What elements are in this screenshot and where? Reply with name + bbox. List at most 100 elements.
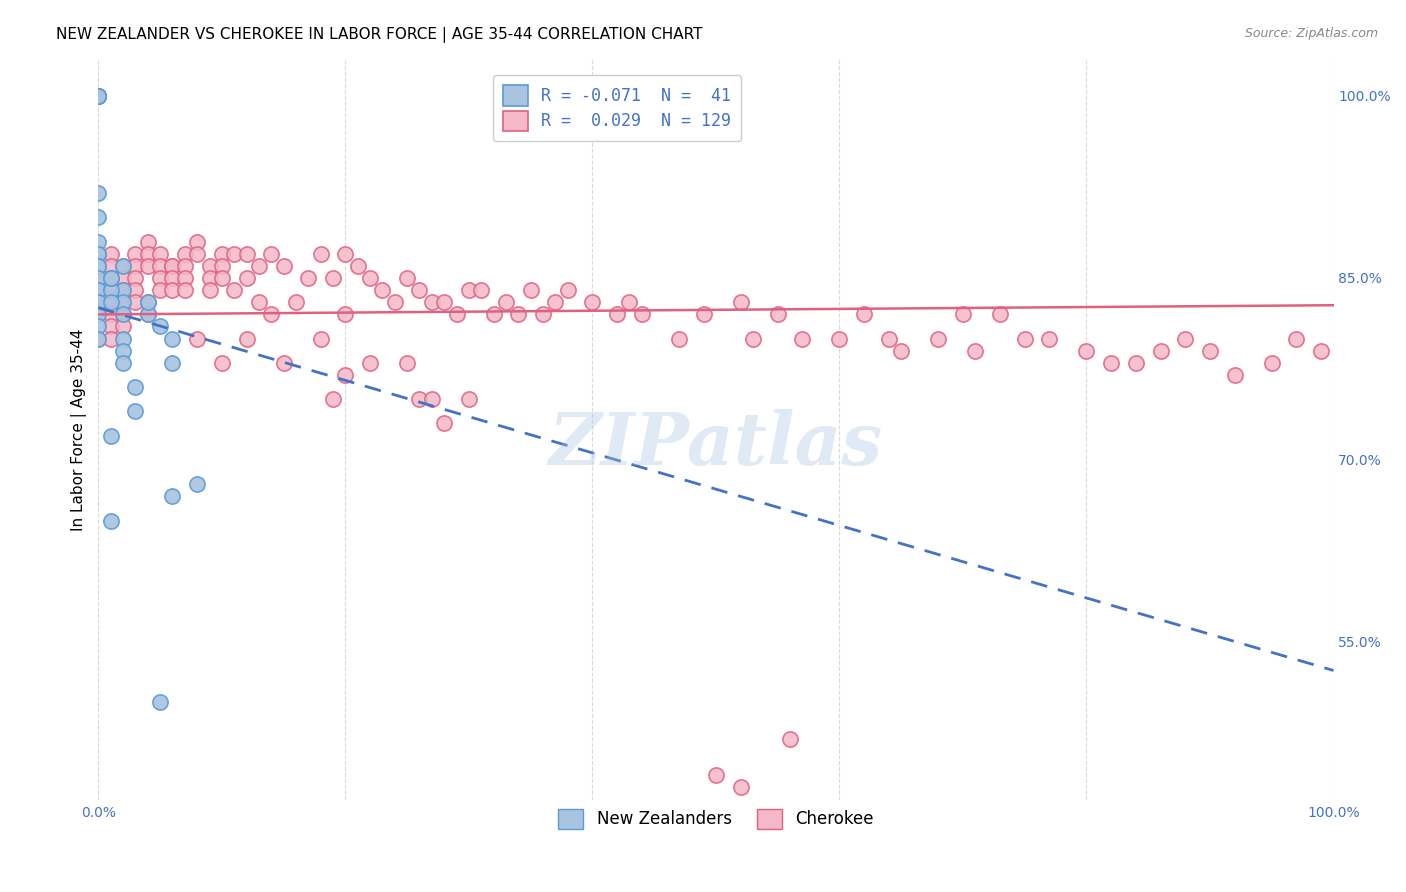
Point	[112, 283, 135, 297]
Point	[297, 271, 319, 285]
Point	[335, 368, 357, 382]
Point	[100, 332, 122, 346]
Point	[433, 417, 456, 431]
Point	[186, 246, 208, 260]
Point	[100, 514, 122, 528]
Point	[87, 259, 110, 273]
Point	[124, 380, 146, 394]
Point	[470, 283, 492, 297]
Point	[186, 332, 208, 346]
Point	[112, 271, 135, 285]
Point	[124, 259, 146, 273]
Point	[100, 246, 122, 260]
Point	[87, 89, 110, 103]
Point	[149, 696, 172, 710]
Point	[100, 295, 122, 310]
Point	[124, 404, 146, 418]
Point	[87, 283, 110, 297]
Point	[112, 343, 135, 358]
Point	[198, 271, 221, 285]
Point	[162, 356, 184, 370]
Point	[927, 332, 949, 346]
Point	[877, 332, 900, 346]
Point	[149, 283, 172, 297]
Text: ZIPatlas: ZIPatlas	[548, 409, 883, 480]
Point	[173, 259, 195, 273]
Point	[359, 356, 381, 370]
Point	[100, 271, 122, 285]
Point	[87, 307, 110, 321]
Point	[100, 283, 122, 297]
Point	[285, 295, 308, 310]
Point	[224, 283, 246, 297]
Point	[779, 731, 801, 746]
Point	[112, 356, 135, 370]
Point	[211, 246, 233, 260]
Point	[890, 343, 912, 358]
Point	[87, 295, 110, 310]
Point	[1310, 343, 1333, 358]
Point	[136, 235, 159, 249]
Point	[1076, 343, 1098, 358]
Legend: New Zealanders, Cherokee: New Zealanders, Cherokee	[551, 802, 880, 836]
Point	[247, 259, 270, 273]
Point	[1261, 356, 1284, 370]
Point	[149, 271, 172, 285]
Point	[384, 295, 406, 310]
Point	[87, 271, 110, 285]
Point	[619, 295, 641, 310]
Point	[100, 319, 122, 334]
Point	[235, 332, 257, 346]
Point	[198, 283, 221, 297]
Point	[309, 246, 332, 260]
Point	[557, 283, 579, 297]
Point	[87, 246, 110, 260]
Point	[581, 295, 603, 310]
Point	[692, 307, 714, 321]
Point	[508, 307, 530, 321]
Y-axis label: In Labor Force | Age 35-44: In Labor Force | Age 35-44	[72, 328, 87, 531]
Point	[828, 332, 851, 346]
Point	[606, 307, 628, 321]
Point	[87, 283, 110, 297]
Point	[1199, 343, 1222, 358]
Point	[136, 307, 159, 321]
Point	[198, 259, 221, 273]
Point	[112, 283, 135, 297]
Point	[87, 89, 110, 103]
Point	[149, 319, 172, 334]
Point	[952, 307, 974, 321]
Point	[87, 271, 110, 285]
Point	[211, 259, 233, 273]
Point	[149, 259, 172, 273]
Point	[136, 259, 159, 273]
Point	[346, 259, 368, 273]
Point	[186, 235, 208, 249]
Point	[853, 307, 876, 321]
Point	[112, 295, 135, 310]
Point	[446, 307, 468, 321]
Point	[766, 307, 789, 321]
Point	[335, 246, 357, 260]
Point	[1125, 356, 1147, 370]
Point	[1149, 343, 1171, 358]
Point	[162, 489, 184, 503]
Point	[173, 283, 195, 297]
Point	[544, 295, 567, 310]
Point	[87, 246, 110, 260]
Point	[87, 319, 110, 334]
Point	[87, 89, 110, 103]
Point	[1014, 332, 1036, 346]
Point	[1099, 356, 1122, 370]
Point	[87, 259, 110, 273]
Point	[112, 307, 135, 321]
Point	[531, 307, 554, 321]
Point	[87, 332, 110, 346]
Point	[235, 246, 257, 260]
Point	[359, 271, 381, 285]
Point	[322, 271, 344, 285]
Point	[149, 246, 172, 260]
Point	[162, 283, 184, 297]
Point	[335, 307, 357, 321]
Point	[965, 343, 987, 358]
